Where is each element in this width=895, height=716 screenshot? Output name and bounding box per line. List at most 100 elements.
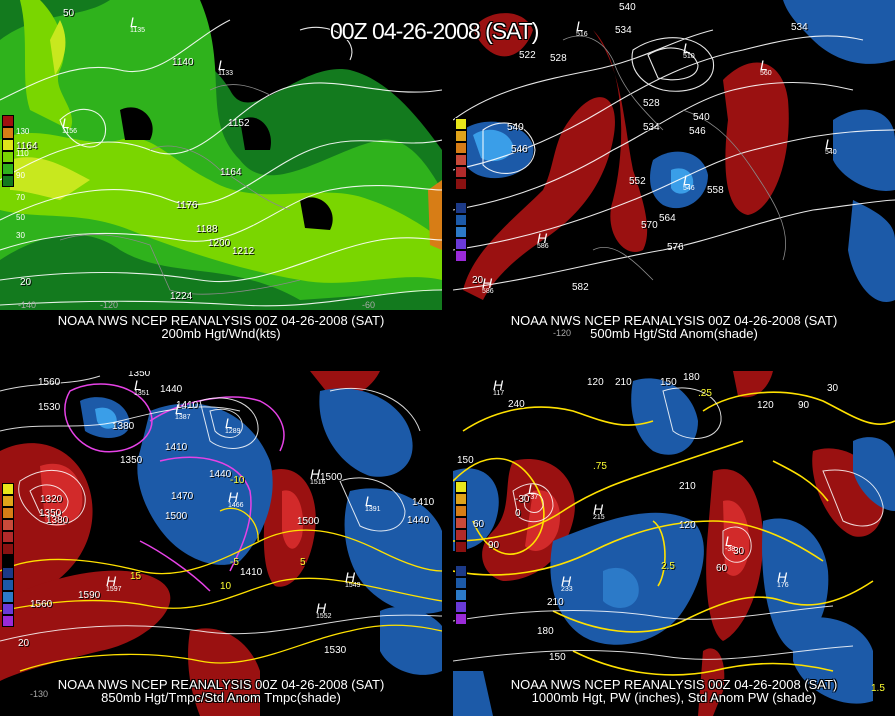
contour-label: 1590	[78, 590, 101, 601]
longitude-label: -120	[100, 300, 119, 310]
contour-label: 1320	[40, 494, 63, 505]
contour-label: 1164	[16, 141, 38, 152]
contour-label: 552	[629, 176, 646, 187]
contour-label: 528	[550, 53, 567, 64]
contour-label: 150	[660, 377, 677, 388]
pw-label: .75	[593, 461, 607, 472]
high-center: H 1516	[310, 466, 326, 486]
low-center: L 516	[576, 18, 588, 38]
contour-label: 1140	[172, 57, 194, 68]
low-center: L 1387	[175, 401, 191, 421]
contour-label: 1530	[324, 645, 347, 656]
contour-label: 1470	[171, 491, 194, 502]
contour-label: 180	[537, 626, 554, 637]
contour-label: 540	[619, 2, 636, 13]
contour-label: 1500	[165, 511, 188, 522]
pw-label: 2.5	[661, 561, 675, 572]
contour-label: 1440	[160, 384, 183, 395]
contour-label: 1152	[228, 118, 250, 129]
high-center: H 586	[482, 275, 494, 295]
contour-label: 20	[20, 277, 32, 288]
contour-label: 1410	[240, 567, 263, 578]
low-center: L -37	[528, 481, 539, 501]
contour-label: 240	[508, 399, 525, 410]
longitude-label: -130	[30, 689, 49, 699]
panel-1000mb: 120 180 210 150 240 30 90 120 150 60 -30…	[453, 371, 895, 716]
contour-label: 120	[587, 377, 604, 388]
longitude-label: -120	[553, 328, 572, 338]
panel-field-caption: 500mb Hgt/Std Anom(shade)	[590, 326, 758, 341]
low-center: L 1133	[218, 57, 234, 77]
low-center: L 540	[825, 136, 837, 156]
high-center: H 117	[493, 377, 505, 397]
temp-label: 5	[300, 557, 306, 568]
contour-label: 90	[798, 400, 810, 411]
legend-scale-500mb	[455, 118, 467, 262]
high-center: H 1597	[106, 573, 122, 593]
contour-label: 50	[63, 8, 75, 19]
contour-label: 1176	[176, 200, 198, 211]
low-center: L 1156	[62, 115, 78, 135]
map-1000mb	[453, 371, 895, 716]
contour-label: 1560	[30, 599, 53, 610]
contour-label: 570	[641, 220, 658, 231]
contour-label: 1224	[170, 291, 193, 302]
contour-label: 1188	[196, 224, 218, 235]
low-center: L -38	[725, 533, 736, 553]
valid-time-header: 00Z 04-26-2008 (SAT)	[330, 18, 539, 44]
contour-label: 60	[473, 519, 485, 530]
contour-label: -30	[515, 494, 530, 505]
contour-label: 1380	[112, 421, 135, 432]
panel-500mb: 540 534 522 528 534 540 546 540 546 552 …	[453, 0, 895, 345]
contour-label: 522	[519, 50, 536, 61]
map-850mb	[0, 371, 442, 716]
contour-label: 180	[683, 372, 700, 383]
contour-label: 90	[488, 540, 500, 551]
contour-label: 1164	[220, 167, 242, 178]
contour-label: 1380	[46, 515, 69, 526]
low-center: L 560	[760, 57, 772, 77]
contour-label: 546	[511, 144, 528, 155]
contour-label: 1200	[208, 238, 231, 249]
pw-label: 1.5	[871, 683, 885, 694]
contour-label: 1212	[232, 246, 255, 257]
contour-label: 534	[643, 122, 660, 133]
legend-scale-200mb: 130 110 90 70 50 30	[2, 115, 29, 240]
contour-label: 558	[707, 185, 724, 196]
contour-label: 120	[757, 400, 774, 411]
contour-label: 1500	[320, 472, 343, 483]
panel-source-caption: NOAA NWS NCEP REANALYSIS 00Z 04-26-2008 …	[57, 677, 385, 692]
contour-label: 546	[689, 126, 706, 137]
high-center: H 586	[537, 230, 549, 250]
panel-field-caption: 200mb Hgt/Wnd(kts)	[161, 326, 281, 341]
contour-label: 1560	[38, 377, 61, 388]
legend-scale-850mb	[2, 483, 14, 627]
contour-label: 210	[615, 377, 632, 388]
map-200mb	[0, 0, 442, 345]
contour-label: 30	[827, 383, 839, 394]
map-500mb	[453, 0, 895, 345]
temp-label: 10	[220, 581, 232, 592]
temp-label: 15	[130, 571, 142, 582]
contour-label: 534	[791, 22, 808, 33]
high-center: H 233	[561, 573, 573, 593]
temp-label: -10	[230, 475, 245, 486]
contour-label: 1410	[165, 442, 188, 453]
temp-label: 20	[18, 638, 30, 649]
contour-label: 1350	[39, 508, 62, 519]
scale-label: 130	[16, 127, 30, 136]
contour-label: 1500	[297, 516, 320, 527]
contour-label: 210	[547, 597, 564, 608]
contour-label: 150	[549, 652, 566, 663]
temp-label: -5	[230, 557, 239, 568]
panel-source-caption: NOAA NWS NCEP REANALYSIS 00Z 04-26-2008 …	[510, 313, 838, 328]
contour-label: 534	[615, 25, 632, 36]
scale-label: 50	[16, 213, 25, 222]
contour-label: 582	[572, 282, 589, 293]
contour-label: 528	[643, 98, 660, 109]
contour-label: 540	[693, 112, 710, 123]
panel-850mb: 1560 1350 1440 1530 1410 1380 1350 1410 …	[0, 371, 442, 716]
high-center: H 1552	[316, 600, 332, 620]
panel-200mb: 130 110 90 70 50 30 50 1140 1152 1164 11…	[0, 0, 442, 345]
contour-label: 1410	[176, 400, 199, 411]
